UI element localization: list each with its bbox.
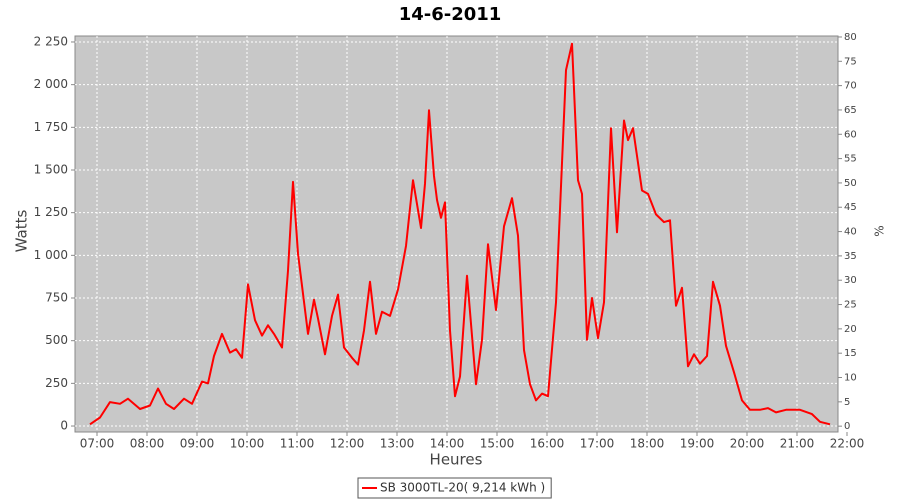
x-tick-label: 14:00: [430, 437, 465, 451]
y2-tick-label: 65: [844, 105, 857, 116]
y2-tick-label: 40: [844, 227, 857, 238]
legend-label: SB 3000TL-20( 9,214 kWh ): [380, 481, 545, 495]
x-tick-label: 16:00: [530, 437, 565, 451]
y2-tick-label: 25: [844, 300, 857, 311]
x-tick-label: 09:00: [180, 437, 215, 451]
y2-tick-label: 55: [844, 154, 857, 165]
y-tick-label: 1 250: [34, 205, 68, 219]
y-tick-label: 0: [60, 419, 68, 433]
chart-title: 14-6-2011: [399, 4, 502, 25]
x-tick-label: 10:00: [230, 437, 265, 451]
y2-tick-label: 10: [844, 373, 857, 384]
x-tick-label: 15:00: [480, 437, 515, 451]
x-tick-label: 13:00: [380, 437, 415, 451]
y-tick-label: 1 000: [34, 248, 68, 262]
x-axis-label: Heures: [430, 451, 483, 469]
y2-tick-label: 20: [844, 324, 857, 335]
y2-tick-label: 15: [844, 348, 857, 359]
y2-tick-label: 70: [844, 81, 857, 92]
y2-tick-label: 80: [844, 32, 857, 43]
legend-box: [357, 477, 552, 499]
y2-tick-label: 45: [844, 202, 857, 213]
x-tick-label: 17:00: [580, 437, 615, 451]
x-tick-label: 08:00: [130, 437, 165, 451]
legend: SB 3000TL-20( 9,214 kWh ): [357, 477, 552, 499]
x-tick-label: 21:00: [780, 437, 815, 451]
data-line: [89, 42, 831, 426]
x-tick-label: 19:00: [680, 437, 715, 451]
y-tick-label: 2 250: [34, 34, 68, 48]
y2-tick-label: 50: [844, 178, 857, 189]
y-axis-label: Watts: [13, 210, 31, 253]
x-tick-label: 12:00: [330, 437, 365, 451]
y-tick-label: 1 500: [34, 162, 68, 176]
x-tick-label: 18:00: [630, 437, 665, 451]
y2-tick-label: 60: [844, 129, 857, 140]
x-tick-label: 20:00: [730, 437, 765, 451]
y2-tick-label: 75: [844, 56, 857, 67]
y-tick-label: 2 000: [34, 77, 68, 91]
y2-tick-label: 35: [844, 251, 857, 262]
y2-tick-label: 30: [844, 275, 857, 286]
y-tick-label: 1 750: [34, 120, 68, 134]
y2-tick-label: 5: [844, 397, 850, 408]
y-tick-label: 750: [45, 291, 68, 305]
y2-tick-label: 0: [844, 421, 850, 432]
y-tick-label: 500: [45, 333, 68, 347]
x-tick-label: 11:00: [280, 437, 315, 451]
y2-axis-label: %: [873, 225, 887, 236]
x-tick-label: 07:00: [80, 437, 115, 451]
plot-area: [74, 35, 839, 433]
y-tick-label: 250: [45, 376, 68, 390]
x-tick-label: 22:00: [830, 437, 865, 451]
